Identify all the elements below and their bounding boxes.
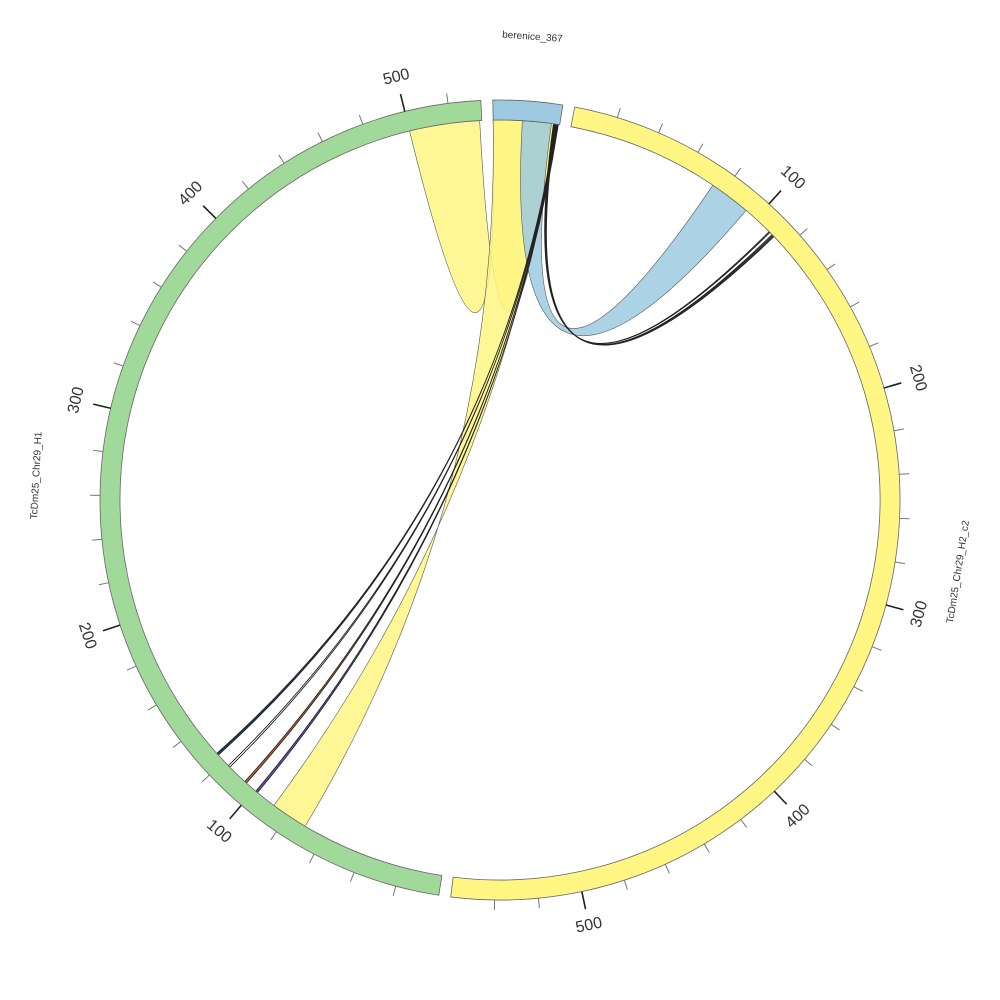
minor-tick bbox=[830, 723, 840, 731]
minor-tick bbox=[446, 93, 449, 104]
minor-tick bbox=[703, 843, 710, 853]
segment-name: berenice_367 bbox=[502, 30, 564, 45]
minor-tick bbox=[893, 428, 904, 432]
minor-tick bbox=[113, 362, 124, 367]
minor-tick bbox=[664, 864, 670, 874]
major-tick bbox=[229, 804, 242, 820]
major-tick bbox=[883, 382, 902, 389]
minor-tick bbox=[91, 538, 102, 541]
segment-name: TcDm25_Chr29_H2_c2 bbox=[945, 519, 972, 624]
minor-tick bbox=[616, 107, 621, 118]
minor-tick bbox=[130, 320, 141, 327]
link-6 bbox=[545, 123, 775, 346]
minor-tick bbox=[241, 180, 249, 190]
minor-tick bbox=[152, 281, 162, 288]
minor-tick bbox=[799, 228, 808, 236]
tick-label: 400 bbox=[175, 178, 206, 209]
minor-tick bbox=[871, 646, 882, 651]
link-4 bbox=[544, 123, 771, 344]
minor-tick bbox=[853, 686, 863, 692]
minor-tick bbox=[358, 114, 364, 125]
minor-tick bbox=[658, 123, 664, 133]
segment-TcDm25_Chr29_H2_c2 bbox=[450, 106, 901, 901]
segments-layer bbox=[99, 99, 901, 901]
minor-tick bbox=[92, 449, 104, 453]
minor-tick bbox=[804, 758, 813, 767]
major-tick bbox=[768, 190, 782, 205]
minor-tick bbox=[734, 167, 742, 177]
minor-tick bbox=[317, 132, 323, 142]
minor-tick bbox=[895, 561, 906, 565]
minor-tick bbox=[178, 244, 188, 252]
minor-tick bbox=[309, 853, 315, 864]
minor-tick bbox=[172, 740, 182, 748]
minor-tick bbox=[697, 143, 704, 153]
minor-tick bbox=[850, 301, 860, 308]
minor-tick bbox=[201, 774, 210, 783]
minor-tick bbox=[826, 263, 836, 271]
tick-label: 500 bbox=[381, 66, 411, 89]
links-layer bbox=[216, 119, 775, 827]
major-tick bbox=[102, 624, 121, 632]
minor-tick bbox=[740, 819, 748, 828]
tick-label: 300 bbox=[908, 599, 931, 629]
major-tick bbox=[92, 403, 111, 410]
minor-tick bbox=[278, 154, 285, 164]
minor-tick bbox=[126, 665, 137, 671]
segment-TcDm25_Chr29_H1 bbox=[99, 100, 483, 896]
tick-label: 500 bbox=[574, 914, 604, 936]
tick-label: 200 bbox=[75, 621, 100, 652]
major-tick bbox=[581, 891, 587, 910]
major-tick bbox=[885, 604, 904, 611]
minor-tick bbox=[537, 898, 540, 909]
minor-tick bbox=[869, 342, 879, 347]
link-5 bbox=[545, 123, 774, 346]
link-2 bbox=[273, 119, 556, 827]
tick-label: 400 bbox=[783, 801, 814, 832]
minor-tick bbox=[98, 582, 109, 586]
major-tick bbox=[202, 205, 217, 219]
tick-label: 200 bbox=[906, 363, 930, 393]
tick-label: 300 bbox=[65, 385, 88, 415]
minor-tick bbox=[270, 831, 277, 841]
tick-label: 100 bbox=[203, 816, 234, 846]
major-tick bbox=[773, 790, 788, 805]
major-tick bbox=[399, 93, 406, 112]
segment-berenice_367 bbox=[492, 99, 564, 126]
segment-name: TcDm25_Chr29_H1 bbox=[29, 431, 45, 520]
minor-tick bbox=[899, 473, 910, 475]
minor-tick bbox=[623, 880, 628, 890]
tick-label: 100 bbox=[777, 163, 808, 194]
minor-tick bbox=[349, 872, 355, 882]
minor-tick bbox=[147, 704, 157, 711]
minor-tick bbox=[392, 886, 397, 896]
